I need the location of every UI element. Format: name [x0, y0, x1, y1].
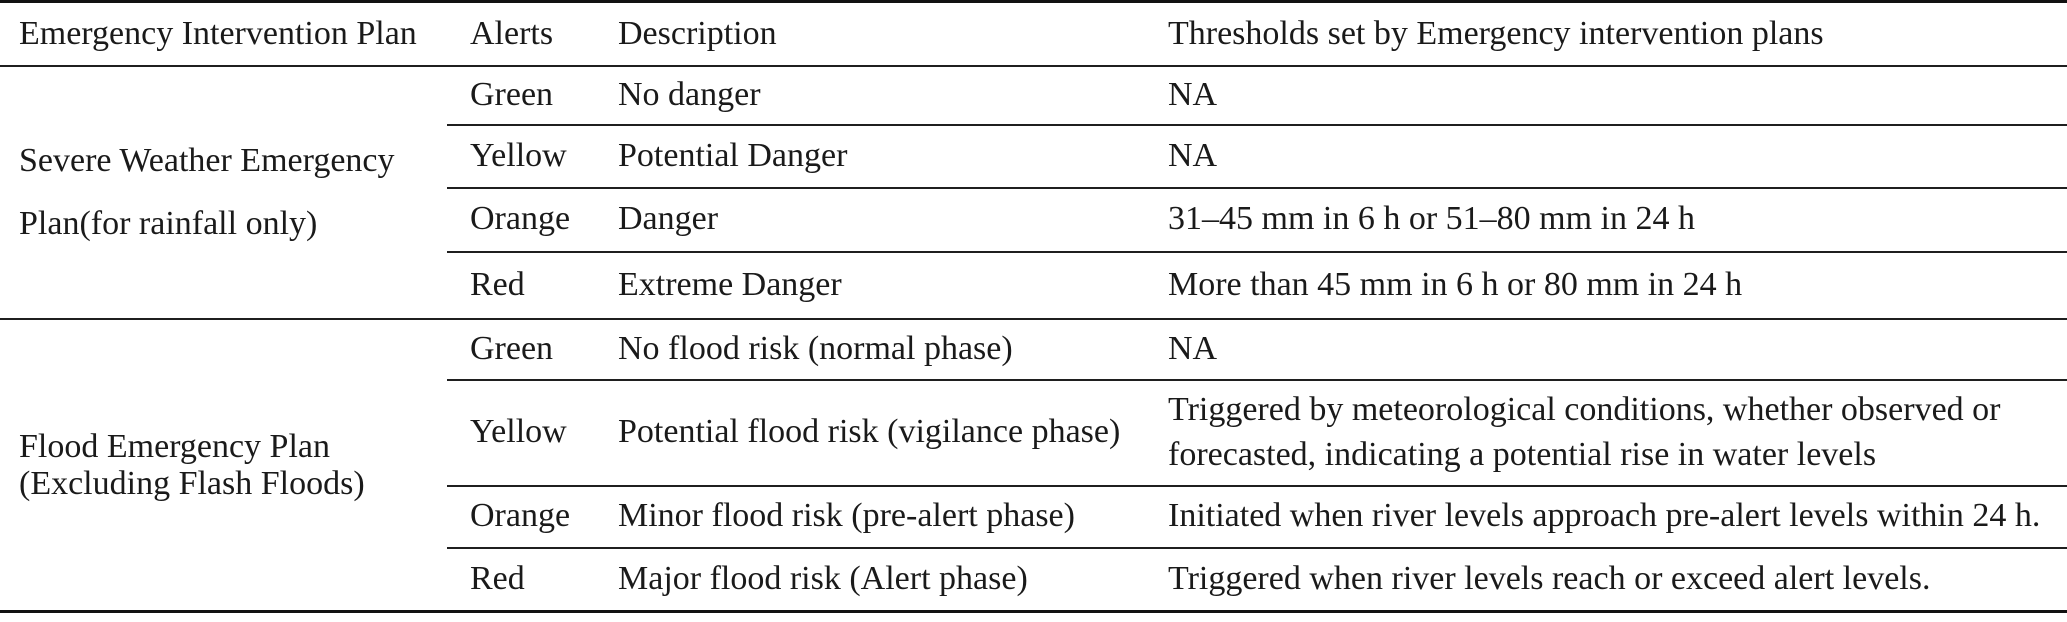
alert-cell: Yellow — [447, 379, 595, 487]
column-header-description: Description — [595, 1, 1145, 67]
threshold-cell: Triggered when river levels reach or exc… — [1168, 560, 1931, 598]
table-row-flood-red: Red Major flood risk (Alert phase) Trigg… — [0, 548, 2067, 612]
table-row-severe-green: Severe Weather Emergency Plan(for rainfa… — [0, 65, 2067, 320]
table-row-flood-orange: Orange Minor flood risk (pre-alert phase… — [0, 485, 2067, 549]
table-row-severe-orange: Orange Danger 31–45 mm in 6 h or 51–80 m… — [0, 187, 2067, 253]
description-cell: No flood risk (normal phase) — [595, 318, 1145, 381]
description-cell: Extreme Danger — [595, 251, 1145, 320]
description-cell: Major flood risk (Alert phase) — [618, 560, 1028, 598]
threshold-cell: More than 45 mm in 6 h or 80 mm in 24 h — [1145, 251, 2067, 320]
alert-cell: Red — [447, 251, 595, 320]
plan-cell-flood-emergency: Flood Emergency Plan (Excluding Flash Fl… — [19, 427, 365, 502]
alert-cell: Green — [447, 318, 595, 381]
table-row-severe-yellow: Yellow Potential Danger NA — [0, 124, 2067, 189]
table-row-flood-green: Flood Emergency Plan (Excluding Flash Fl… — [0, 318, 2067, 502]
alert-cell: Yellow — [447, 124, 595, 189]
description-cell: Potential Danger — [595, 124, 1145, 189]
description-cell: Minor flood risk (pre-alert phase) — [595, 485, 1145, 549]
alert-cell: Orange — [447, 187, 595, 253]
column-header-plan: Emergency Intervention Plan — [0, 1, 447, 67]
description-cell: Danger — [595, 187, 1145, 253]
alert-cell: Green — [447, 65, 595, 126]
alert-cell: Red — [470, 560, 525, 598]
threshold-cell: NA — [1145, 65, 2067, 126]
description-cell: No danger — [595, 65, 1145, 126]
column-header-thresholds: Thresholds set by Emergency intervention… — [1145, 1, 2067, 67]
alert-cell: Orange — [447, 485, 595, 549]
column-header-alerts: Alerts — [447, 1, 595, 67]
threshold-cell: 31–45 mm in 6 h or 51–80 mm in 24 h — [1145, 187, 2067, 253]
plan-cell-severe-weather: Severe Weather Emergency Plan(for rainfa… — [0, 65, 447, 320]
threshold-cell: NA — [1145, 124, 2067, 189]
header-row: Emergency Intervention Plan Alerts Descr… — [0, 1, 2067, 67]
table-row-flood-yellow: Yellow Potential flood risk (vigilance p… — [0, 379, 2067, 487]
threshold-cell: Triggered by meteorological conditions, … — [1145, 379, 2067, 487]
description-cell: Potential flood risk (vigilance phase) — [595, 379, 1145, 487]
threshold-cell: NA — [1145, 318, 2067, 381]
table-row-severe-red: Red Extreme Danger More than 45 mm in 6 … — [0, 251, 2067, 320]
threshold-cell: Initiated when river levels approach pre… — [1145, 485, 2067, 549]
